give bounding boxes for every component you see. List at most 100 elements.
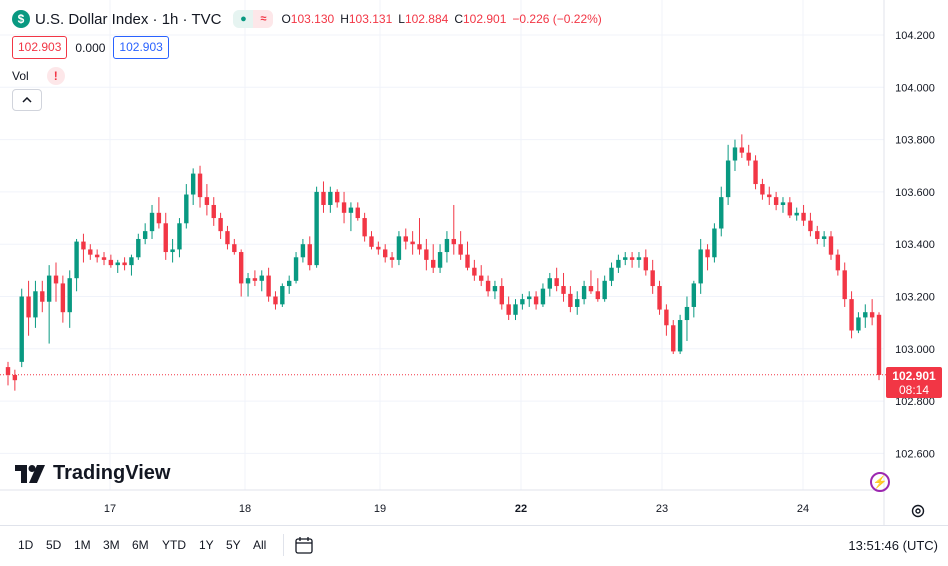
volume-legend: Vol ! <box>12 67 65 85</box>
utc-clock[interactable]: 13:51:46 (UTC) <box>848 538 938 553</box>
candle <box>328 186 333 213</box>
candle <box>719 186 724 237</box>
time-tick: 23 <box>656 503 668 515</box>
calendar-goto-icon[interactable] <box>294 535 314 555</box>
candle <box>540 283 546 307</box>
buy-button[interactable]: 102.903 <box>113 36 169 59</box>
candle <box>815 225 820 245</box>
collapse-legend-button[interactable] <box>12 89 42 111</box>
candle <box>588 270 594 294</box>
candle <box>136 233 141 260</box>
market-open-dot-icon: ● <box>233 10 254 28</box>
candle <box>677 314 683 355</box>
candle <box>575 291 580 315</box>
sell-button[interactable]: 102.903 <box>12 36 68 59</box>
candle <box>94 249 100 263</box>
open-value: 103.130 <box>290 12 335 26</box>
candle <box>53 262 59 302</box>
candle <box>499 278 504 310</box>
candle <box>369 231 374 250</box>
candle <box>465 241 470 271</box>
candle <box>5 361 11 386</box>
range-button-ytd[interactable]: YTD <box>162 538 186 552</box>
candle <box>739 134 745 158</box>
price-tick: 103.600 <box>895 187 935 199</box>
candle <box>190 168 196 205</box>
candle <box>259 270 264 292</box>
candle <box>170 238 175 263</box>
low-value: 102.884 <box>404 12 449 26</box>
candle <box>760 178 765 200</box>
candle <box>389 252 395 268</box>
close-label: C <box>454 12 463 26</box>
candle <box>787 197 793 219</box>
open-label: O <box>281 12 291 26</box>
delayed-data-icon: ≈ <box>253 10 274 28</box>
candle <box>122 257 127 271</box>
candle <box>396 231 402 266</box>
status-pill[interactable]: ● ≈ <box>233 10 274 28</box>
lightning-icon[interactable]: ⚡ <box>870 472 890 492</box>
candle <box>266 267 271 302</box>
candle <box>40 280 45 313</box>
candle <box>746 144 751 166</box>
high-value: 103.131 <box>348 12 393 26</box>
candle <box>451 204 456 255</box>
candle <box>280 283 285 307</box>
candle <box>67 270 72 328</box>
time-tick: 18 <box>239 503 251 515</box>
candlestick-chart[interactable]: 104.200 104.000 103.800 103.600 103.400 103.2… <box>0 0 948 525</box>
candle <box>527 291 532 307</box>
candle <box>876 312 882 381</box>
last-price-label: 102.901 08:14 <box>886 367 942 398</box>
candle <box>60 275 66 323</box>
volume-label[interactable]: Vol <box>12 69 29 83</box>
range-button-1m[interactable]: 1M <box>74 538 91 552</box>
warning-icon[interactable]: ! <box>46 67 65 85</box>
candle <box>142 223 148 245</box>
time-tick: 24 <box>797 503 809 515</box>
symbol-title[interactable]: U.S. Dollar Index · 1h · TVC <box>35 10 222 28</box>
range-button-5y[interactable]: 5Y <box>226 538 241 552</box>
candle <box>300 238 306 263</box>
candle <box>376 241 381 255</box>
candle <box>705 244 710 271</box>
candle <box>725 144 731 205</box>
time-axis: 17 18 19 22 23 24 <box>104 503 809 515</box>
range-button-6m[interactable]: 6M <box>132 538 149 552</box>
price-tick: 103.200 <box>895 292 935 304</box>
candle <box>383 244 388 263</box>
candle <box>506 296 511 321</box>
dollar-icon[interactable]: $ <box>12 10 30 28</box>
candle <box>869 299 875 326</box>
candle <box>424 238 429 271</box>
price-tick: 104.200 <box>895 30 935 42</box>
range-button-all[interactable]: All <box>253 538 267 552</box>
settings-gear-icon[interactable] <box>910 503 926 519</box>
candle <box>101 252 107 266</box>
candle <box>629 252 635 268</box>
candle <box>657 280 662 315</box>
tradingview-logo[interactable]: TradingView <box>15 462 170 485</box>
candle <box>163 212 168 260</box>
candle <box>115 259 120 273</box>
candle <box>671 320 676 355</box>
time-tick: 17 <box>104 503 116 515</box>
range-button-1y[interactable]: 1Y <box>199 538 214 552</box>
candle <box>794 207 799 221</box>
close-value: 102.901 <box>463 12 507 26</box>
candle <box>767 186 772 205</box>
candle <box>691 280 697 318</box>
candle <box>341 191 347 224</box>
candle <box>362 212 367 242</box>
candle <box>218 212 223 239</box>
range-button-5d[interactable]: 5D <box>46 538 62 552</box>
price-tick: 103.000 <box>895 344 935 356</box>
range-button-1d[interactable]: 1D <box>18 538 34 552</box>
chevron-up-icon <box>22 97 32 103</box>
range-button-3m[interactable]: 3M <box>103 538 120 552</box>
change-value: −0.226 (−0.22%) <box>512 12 602 26</box>
candle <box>238 249 244 297</box>
candle <box>533 291 539 310</box>
candle <box>33 280 38 328</box>
